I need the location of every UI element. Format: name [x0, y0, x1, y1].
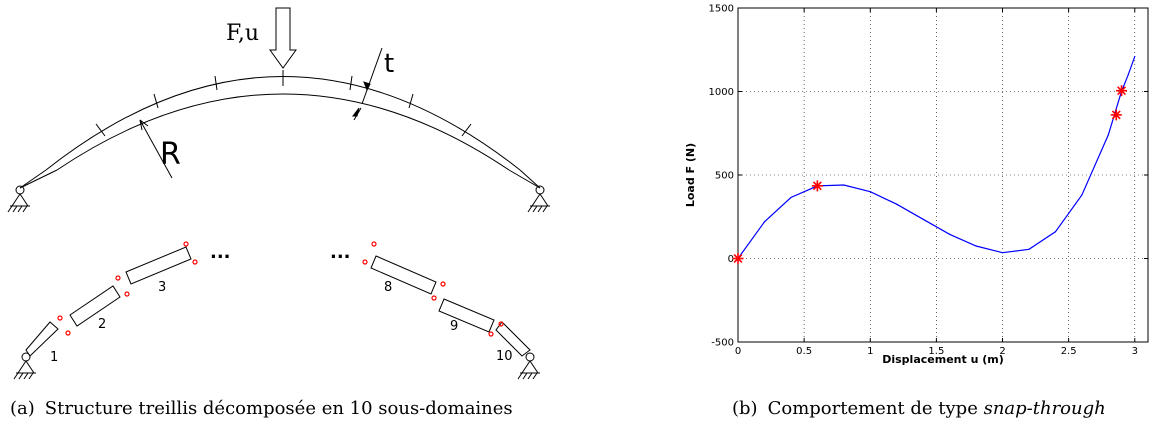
radius-arrow	[139, 119, 173, 179]
caption-a-tag: (a)	[10, 398, 35, 419]
arch-segment-divider	[408, 93, 414, 109]
arch-support-strut	[508, 169, 541, 189]
y-tick-label: -500	[711, 338, 734, 349]
series-point	[1028, 248, 1030, 250]
force-label: F,u	[226, 21, 259, 46]
arch-segment-divider	[214, 75, 218, 91]
y-axis-label: Load F (N)	[684, 143, 697, 207]
x-tick-label: 1	[867, 346, 873, 357]
arch-segment-divider	[461, 123, 472, 137]
thickness-dimension	[352, 47, 383, 121]
asterisk-marker	[811, 180, 823, 192]
x-tick-label: 2.5	[1061, 346, 1077, 357]
arch-inner-edge	[56, 93, 510, 171]
series-point	[1127, 74, 1129, 76]
marker-layer	[732, 85, 1128, 264]
subdomains-left	[25, 246, 192, 357]
arch-outer-edge	[45, 76, 521, 171]
series-line	[737, 56, 1136, 259]
pin-support-bottom-left	[13, 352, 36, 380]
caption-a: (a) Structure treillis décomposée en 10 s…	[10, 398, 513, 419]
y-tick-label: 1500	[709, 4, 734, 15]
caption-a-text: Structure treillis décomposée en 10 sous…	[44, 398, 513, 419]
arch-support-strut	[19, 169, 47, 189]
series-point	[1107, 134, 1109, 136]
subdomain-label-1: 1	[50, 350, 58, 365]
series-point	[896, 203, 898, 205]
subdomain-label-9: 9	[450, 319, 458, 334]
subdomain-label-2: 2	[98, 317, 106, 332]
caption-b-text: Comportement de type	[767, 398, 984, 419]
pin-support-bottom-right	[517, 352, 540, 380]
subdomain-8	[370, 255, 437, 295]
series-point	[922, 218, 924, 220]
interface-dots	[57, 241, 504, 337]
ellipsis-left: ...	[210, 242, 231, 263]
asterisk-marker	[1110, 109, 1122, 121]
series-point	[1054, 231, 1057, 233]
subdomain-2	[69, 285, 121, 327]
pin-support-left	[7, 185, 30, 213]
thickness-label: t	[384, 49, 394, 79]
arch-support-strut	[519, 169, 541, 189]
x-tick-label: 0	[735, 346, 741, 357]
series-point	[1134, 55, 1136, 58]
x-tick-label: 1.5	[928, 346, 944, 357]
x-tick-label: 2	[999, 346, 1005, 357]
arch-segment-divider	[95, 123, 106, 137]
subdomain-9	[438, 298, 495, 333]
asterisk-stroke	[1117, 86, 1127, 96]
caption-b-emphasis: snap-through	[983, 398, 1106, 419]
asterisk-stroke	[1111, 110, 1121, 120]
caption-b-tag: (b)	[732, 398, 758, 419]
x-tick-label: 0.5	[796, 346, 812, 357]
y-tick-label: 1000	[709, 87, 734, 98]
series-point	[975, 245, 977, 247]
truss-diagram: F,u t R	[7, 7, 550, 380]
series-point	[949, 233, 951, 235]
chart-panel: 0 0.5 1 1.5 2 2.5 3 -500 0 500 1000 1500 Displaceme…	[680, 0, 1162, 400]
ellipsis-right: ...	[330, 242, 351, 263]
pin-support-right	[527, 185, 550, 213]
x-axis-label: Displacement u (m)	[882, 353, 1004, 366]
radius-label: R	[160, 137, 181, 172]
subdomain-10	[495, 321, 531, 357]
subdomains-right	[370, 255, 531, 357]
series-point	[790, 196, 792, 199]
arch-segment-divider	[153, 93, 159, 109]
truss-diagram-panel: F,u t R	[0, 0, 570, 400]
series-point	[1001, 252, 1004, 254]
load-arrow-icon	[269, 7, 297, 69]
asterisk-stroke	[812, 181, 822, 191]
caption-b: (b) Comportement de type snap-through	[732, 398, 1106, 419]
series-point	[869, 191, 871, 193]
arch-support-strut	[19, 169, 58, 189]
series-point	[1081, 194, 1083, 196]
y-tick-label: 500	[715, 171, 734, 182]
series-point	[843, 184, 845, 186]
asterisk-stroke	[733, 254, 743, 263]
asterisk-marker	[1116, 85, 1128, 97]
series-point	[763, 221, 766, 223]
x-tick-label: 3	[1132, 346, 1138, 357]
y-tick-label: 0	[728, 254, 734, 265]
subdomain-label-8: 8	[384, 280, 392, 295]
gridlines	[738, 8, 1148, 342]
asterisk-marker	[732, 253, 744, 264]
subdomain-3	[125, 246, 192, 285]
subdomain-label-3: 3	[158, 280, 166, 295]
arch-segment-divider	[349, 75, 353, 91]
arch	[19, 70, 541, 189]
subdomain-label-10: 10	[496, 349, 513, 364]
